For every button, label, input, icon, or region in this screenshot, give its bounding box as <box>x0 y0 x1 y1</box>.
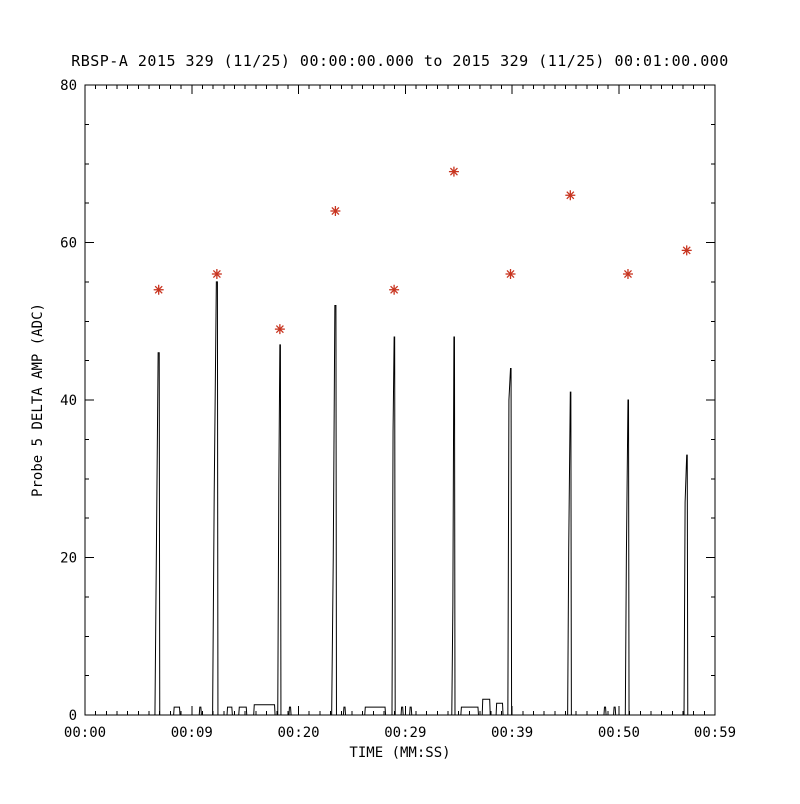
y-tick-label: 0 <box>69 708 77 724</box>
y-axis-label: Probe 5 DELTA AMP (ADC) <box>30 303 46 497</box>
plot-border <box>84 84 716 716</box>
x-axis-label: TIME (MM:SS) <box>349 745 450 761</box>
marker-icon <box>211 269 222 279</box>
marker-icon <box>274 324 285 335</box>
x-tick-label: 00:00 <box>64 725 106 741</box>
x-tick-label: 00:59 <box>694 725 736 741</box>
y-tick-label: 80 <box>60 78 77 94</box>
marker-icon <box>565 190 576 201</box>
marker-icon <box>505 269 516 279</box>
x-tick-label: 00:09 <box>171 725 213 741</box>
y-tick-label: 20 <box>60 551 77 567</box>
series-line <box>85 281 715 716</box>
marker-icon <box>330 206 341 216</box>
y-tick-label: 40 <box>60 393 77 409</box>
marker-icon <box>153 284 164 295</box>
x-tick-label: 00:20 <box>277 725 319 741</box>
x-tick-label: 00:29 <box>384 725 426 741</box>
marker-icon <box>681 245 692 256</box>
axes: 00:00 00:09 00:20 00:29 00:39 00:50 00:59 0 20 40… <box>60 78 736 741</box>
chart-title: RBSP-A 2015 329 (11/25) 00:00:00.000 to … <box>71 52 729 70</box>
data-series <box>85 166 715 716</box>
x-tick-label: 00:39 <box>491 725 533 741</box>
marker-icon <box>389 284 400 295</box>
marker-icon <box>448 166 459 177</box>
x-tick-label: 00:50 <box>598 725 640 741</box>
y-tick-label: 60 <box>60 236 77 252</box>
marker-icon <box>622 269 633 279</box>
